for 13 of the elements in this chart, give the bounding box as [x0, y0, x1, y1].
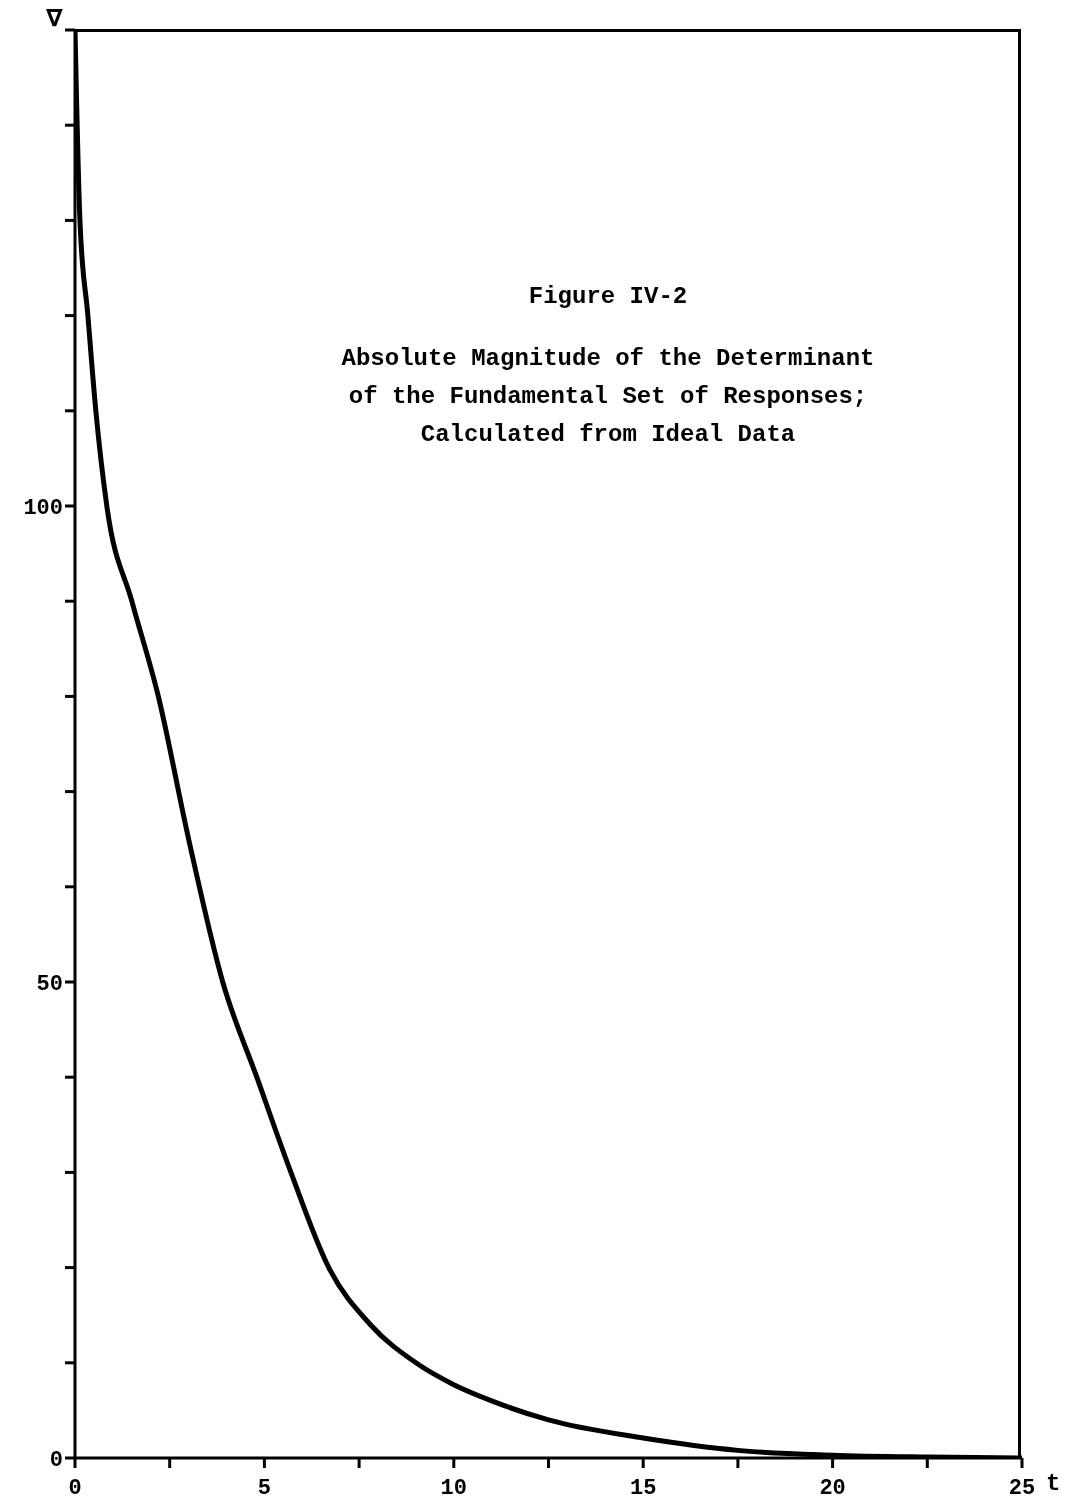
x-tick-label: 25	[1008, 1475, 1036, 1501]
y-axis-title: ∇	[46, 4, 63, 32]
text: Absolute Magnitude of the Determinant of the Fundamental Set of Responses; Calculated from Ideal Data	[340, 344, 876, 450]
x-axis-title: t	[1046, 1470, 1061, 1497]
x-tick-label: 10	[440, 1475, 467, 1501]
x-tick-label: 20	[819, 1475, 846, 1501]
x-tick-label: 5	[257, 1475, 271, 1501]
y-tick-label: 50	[36, 971, 63, 997]
y-tick-label: 100	[23, 495, 63, 521]
text: Figure IV-2	[527, 283, 689, 310]
x-tick-label: 15	[630, 1475, 657, 1501]
y-tick-label: 0	[49, 1447, 63, 1473]
x-tick-label: 0	[68, 1475, 82, 1501]
